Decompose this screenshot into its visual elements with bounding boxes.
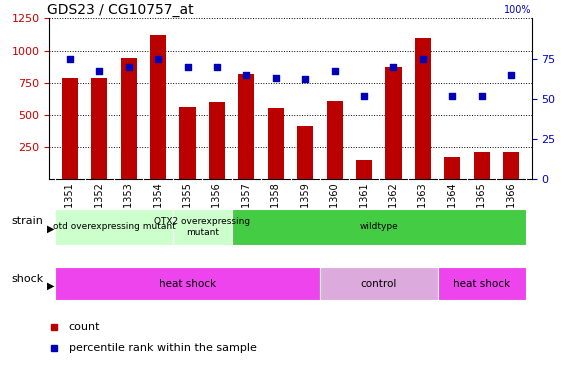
Bar xyxy=(91,78,107,179)
Point xyxy=(95,68,104,74)
Bar xyxy=(150,35,166,179)
Bar xyxy=(121,58,137,179)
Bar xyxy=(268,108,284,179)
Text: GSM1364: GSM1364 xyxy=(447,182,457,229)
Text: GSM1355: GSM1355 xyxy=(182,182,192,229)
Text: GSM1359: GSM1359 xyxy=(300,182,310,229)
Text: control: control xyxy=(361,279,397,289)
Bar xyxy=(62,78,78,179)
Point xyxy=(124,64,134,70)
Point xyxy=(212,64,221,70)
Bar xyxy=(320,267,437,300)
Text: ▶: ▶ xyxy=(46,280,54,290)
Bar xyxy=(385,67,401,179)
Bar xyxy=(209,102,225,179)
Point xyxy=(418,56,428,61)
Text: GSM1358: GSM1358 xyxy=(271,182,281,229)
Text: GSM1363: GSM1363 xyxy=(418,182,428,229)
Point xyxy=(153,56,163,61)
Text: GSM1351: GSM1351 xyxy=(65,182,75,229)
Text: GSM1354: GSM1354 xyxy=(153,182,163,229)
Bar xyxy=(503,152,519,179)
Point xyxy=(300,76,310,82)
Bar xyxy=(173,209,232,245)
Text: GDS23 / CG10757_at: GDS23 / CG10757_at xyxy=(47,3,193,17)
Bar xyxy=(327,101,343,179)
Point xyxy=(183,64,192,70)
Text: OTX2 overexpressing
mutant: OTX2 overexpressing mutant xyxy=(154,217,250,237)
Bar xyxy=(474,152,490,179)
Text: GSM1366: GSM1366 xyxy=(506,182,516,229)
Bar xyxy=(297,126,313,179)
Point xyxy=(389,64,398,70)
Text: GSM1353: GSM1353 xyxy=(124,182,134,229)
Text: otd overexpressing mutant: otd overexpressing mutant xyxy=(53,223,175,231)
Bar xyxy=(444,157,460,179)
Point xyxy=(242,72,251,78)
Bar xyxy=(356,160,372,179)
Bar xyxy=(55,209,173,245)
Text: GSM1365: GSM1365 xyxy=(476,182,487,229)
Text: percentile rank within the sample: percentile rank within the sample xyxy=(69,343,257,353)
Bar xyxy=(437,267,526,300)
Text: GSM1356: GSM1356 xyxy=(212,182,222,229)
Point xyxy=(477,93,486,98)
Bar xyxy=(180,107,196,179)
Point xyxy=(65,56,74,61)
Point xyxy=(507,72,516,78)
Text: GSM1362: GSM1362 xyxy=(389,182,399,229)
Text: GSM1361: GSM1361 xyxy=(359,182,369,229)
Text: 100%: 100% xyxy=(504,5,532,15)
Bar xyxy=(238,74,254,179)
Text: GSM1357: GSM1357 xyxy=(241,182,252,229)
Text: GSM1360: GSM1360 xyxy=(329,182,340,229)
Text: GSM1352: GSM1352 xyxy=(94,182,105,229)
Text: count: count xyxy=(69,322,100,332)
Text: heat shock: heat shock xyxy=(453,279,510,289)
Bar xyxy=(415,38,431,179)
Text: wildtype: wildtype xyxy=(359,223,398,231)
Point xyxy=(330,68,339,74)
Point xyxy=(360,93,369,98)
Text: ▶: ▶ xyxy=(46,224,54,234)
Text: heat shock: heat shock xyxy=(159,279,216,289)
Bar xyxy=(55,267,320,300)
Bar xyxy=(232,209,526,245)
Point xyxy=(271,75,281,81)
Point xyxy=(447,93,457,98)
Text: shock: shock xyxy=(11,274,44,284)
Text: strain: strain xyxy=(12,216,44,227)
